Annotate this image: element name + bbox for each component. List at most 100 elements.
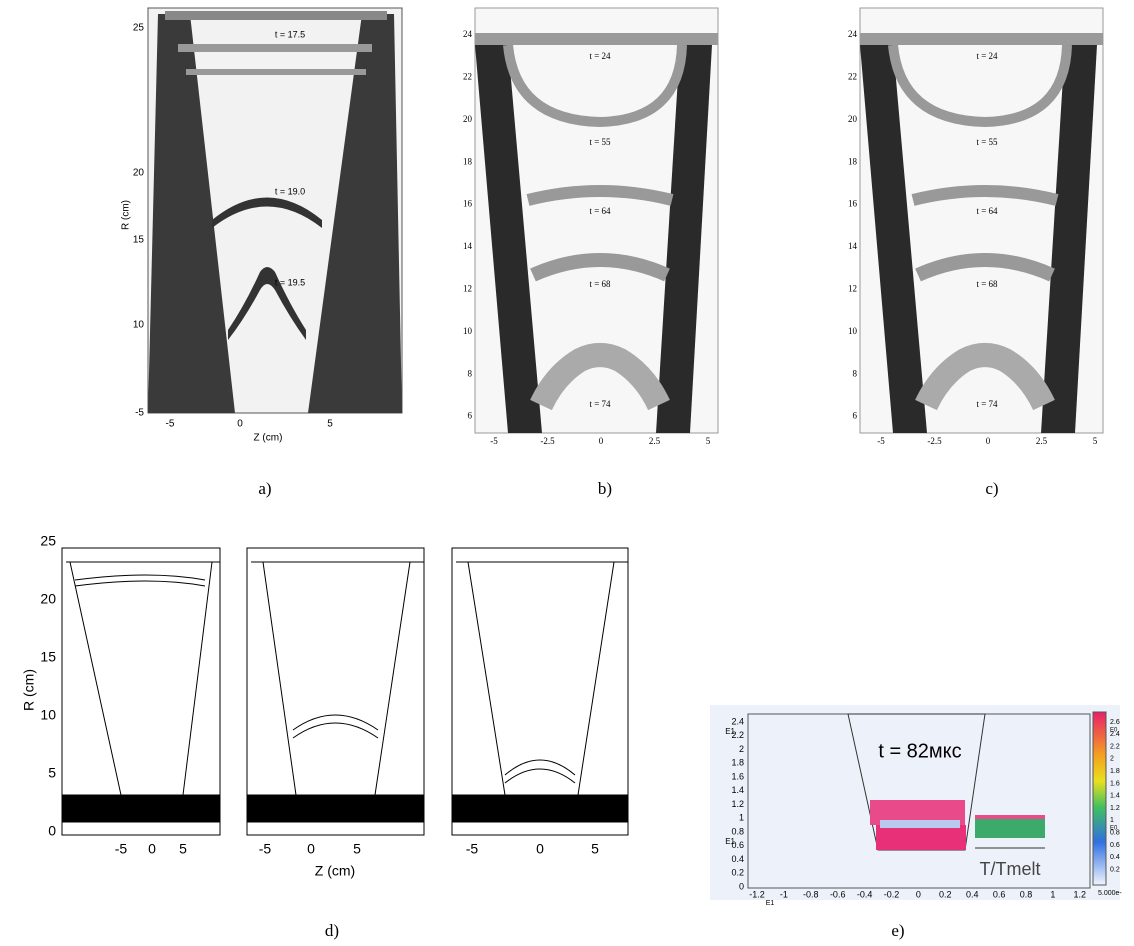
label: t = 68 (589, 279, 611, 289)
label: -5 (466, 841, 479, 857)
label: E1 (725, 727, 735, 736)
label: t = 17.5 (275, 29, 305, 39)
label: b) (598, 479, 612, 498)
label: 22 (848, 71, 857, 81)
label: 14 (463, 241, 473, 251)
label: -5 (115, 841, 128, 857)
label: R (cm) (121, 200, 132, 230)
label: -5 (166, 419, 175, 430)
label: t = 74 (976, 399, 998, 409)
label: -0.6 (830, 889, 846, 899)
label: 2.6 (1110, 719, 1120, 726)
label: R (cm) (21, 669, 37, 711)
label: E1 (725, 837, 735, 846)
label: 5 (327, 419, 333, 430)
label: 0 (148, 841, 156, 857)
label: 20 (463, 114, 473, 124)
label: 8 (853, 368, 858, 378)
label: 12 (463, 283, 472, 293)
label: d) (325, 921, 339, 940)
label: 5 (353, 841, 361, 857)
label: 16 (463, 199, 473, 209)
label: -0.2 (884, 889, 900, 899)
panel-a (148, 8, 402, 413)
label: -0.8 (803, 889, 819, 899)
label: 22 (463, 71, 472, 81)
label: Z (cm) (254, 433, 283, 444)
label: 5 (179, 841, 187, 857)
label: T/Tmelt (980, 859, 1041, 879)
label: 24 (848, 29, 858, 39)
label: 1.2 (1074, 889, 1087, 899)
label: 2.5 (1036, 436, 1048, 446)
label: -2.5 (927, 436, 942, 446)
label: E1 (766, 900, 775, 907)
label: 16 (848, 199, 858, 209)
label: t = 74 (589, 399, 611, 409)
label: 5 (591, 841, 599, 857)
label: 18 (463, 156, 473, 166)
label: -0.4 (857, 889, 873, 899)
label: t = 55 (589, 137, 611, 147)
label: -1 (780, 889, 788, 899)
panel-e (710, 705, 1120, 900)
label: -2.5 (540, 436, 555, 446)
label: Z (cm) (315, 863, 355, 879)
label: 1.8 (1110, 768, 1120, 775)
label: 2.2 (1110, 743, 1120, 750)
label: t = 64 (589, 206, 611, 216)
label: t = 24 (976, 51, 998, 61)
label: 1.2 (1110, 805, 1120, 812)
label: 1.8 (731, 758, 744, 768)
label: 0 (536, 841, 544, 857)
label: 0 (48, 823, 56, 839)
label: 0 (307, 841, 315, 857)
label: 1.4 (1110, 793, 1120, 800)
label: t = 55 (976, 137, 998, 147)
label: 0.4 (731, 854, 744, 864)
label: 10 (40, 707, 56, 723)
label: 25 (133, 23, 145, 34)
label: 20 (848, 114, 858, 124)
label: 0.6 (993, 889, 1006, 899)
panel-d (62, 548, 628, 835)
label: -5 (490, 436, 498, 446)
label: 12 (848, 283, 857, 293)
panel-c (860, 8, 1103, 433)
label: t = 19.0 (275, 186, 305, 196)
label: -5 (259, 841, 272, 857)
label: e) (891, 921, 904, 940)
label: 0.2 (939, 889, 952, 899)
label: 20 (133, 168, 145, 179)
label: t = 64 (976, 206, 998, 216)
label: E0 (1110, 826, 1118, 832)
label: 0.8 (1020, 889, 1033, 899)
label: 1 (739, 813, 744, 823)
label: 0.6 (1110, 842, 1120, 849)
label: t = 82мкс (878, 740, 961, 762)
label: a) (258, 479, 271, 498)
label: 0.2 (731, 868, 744, 878)
label: t = 19.5 (275, 277, 305, 287)
label: 6 (468, 411, 473, 421)
label: 2 (1110, 756, 1114, 763)
label: 1.2 (731, 799, 744, 809)
label: 8 (468, 368, 473, 378)
label: c) (985, 479, 998, 498)
label: 1.4 (731, 785, 744, 795)
label: 0 (599, 436, 604, 446)
label: 14 (848, 241, 858, 251)
label: 0 (237, 419, 243, 430)
label: 18 (848, 156, 858, 166)
label: t = 24 (589, 51, 611, 61)
label: E0 (1110, 728, 1118, 734)
panel-b (475, 8, 718, 433)
figure: 25201510-5-505Z (cm)R (cm)t = 17.5t = 19… (0, 0, 1134, 946)
label: 15 (133, 235, 145, 246)
label: -5 (877, 436, 885, 446)
label: 0 (739, 881, 744, 891)
label: 1.6 (1110, 780, 1120, 787)
label: 0 (916, 889, 921, 899)
label: 0.4 (966, 889, 979, 899)
label: 24 (463, 29, 473, 39)
